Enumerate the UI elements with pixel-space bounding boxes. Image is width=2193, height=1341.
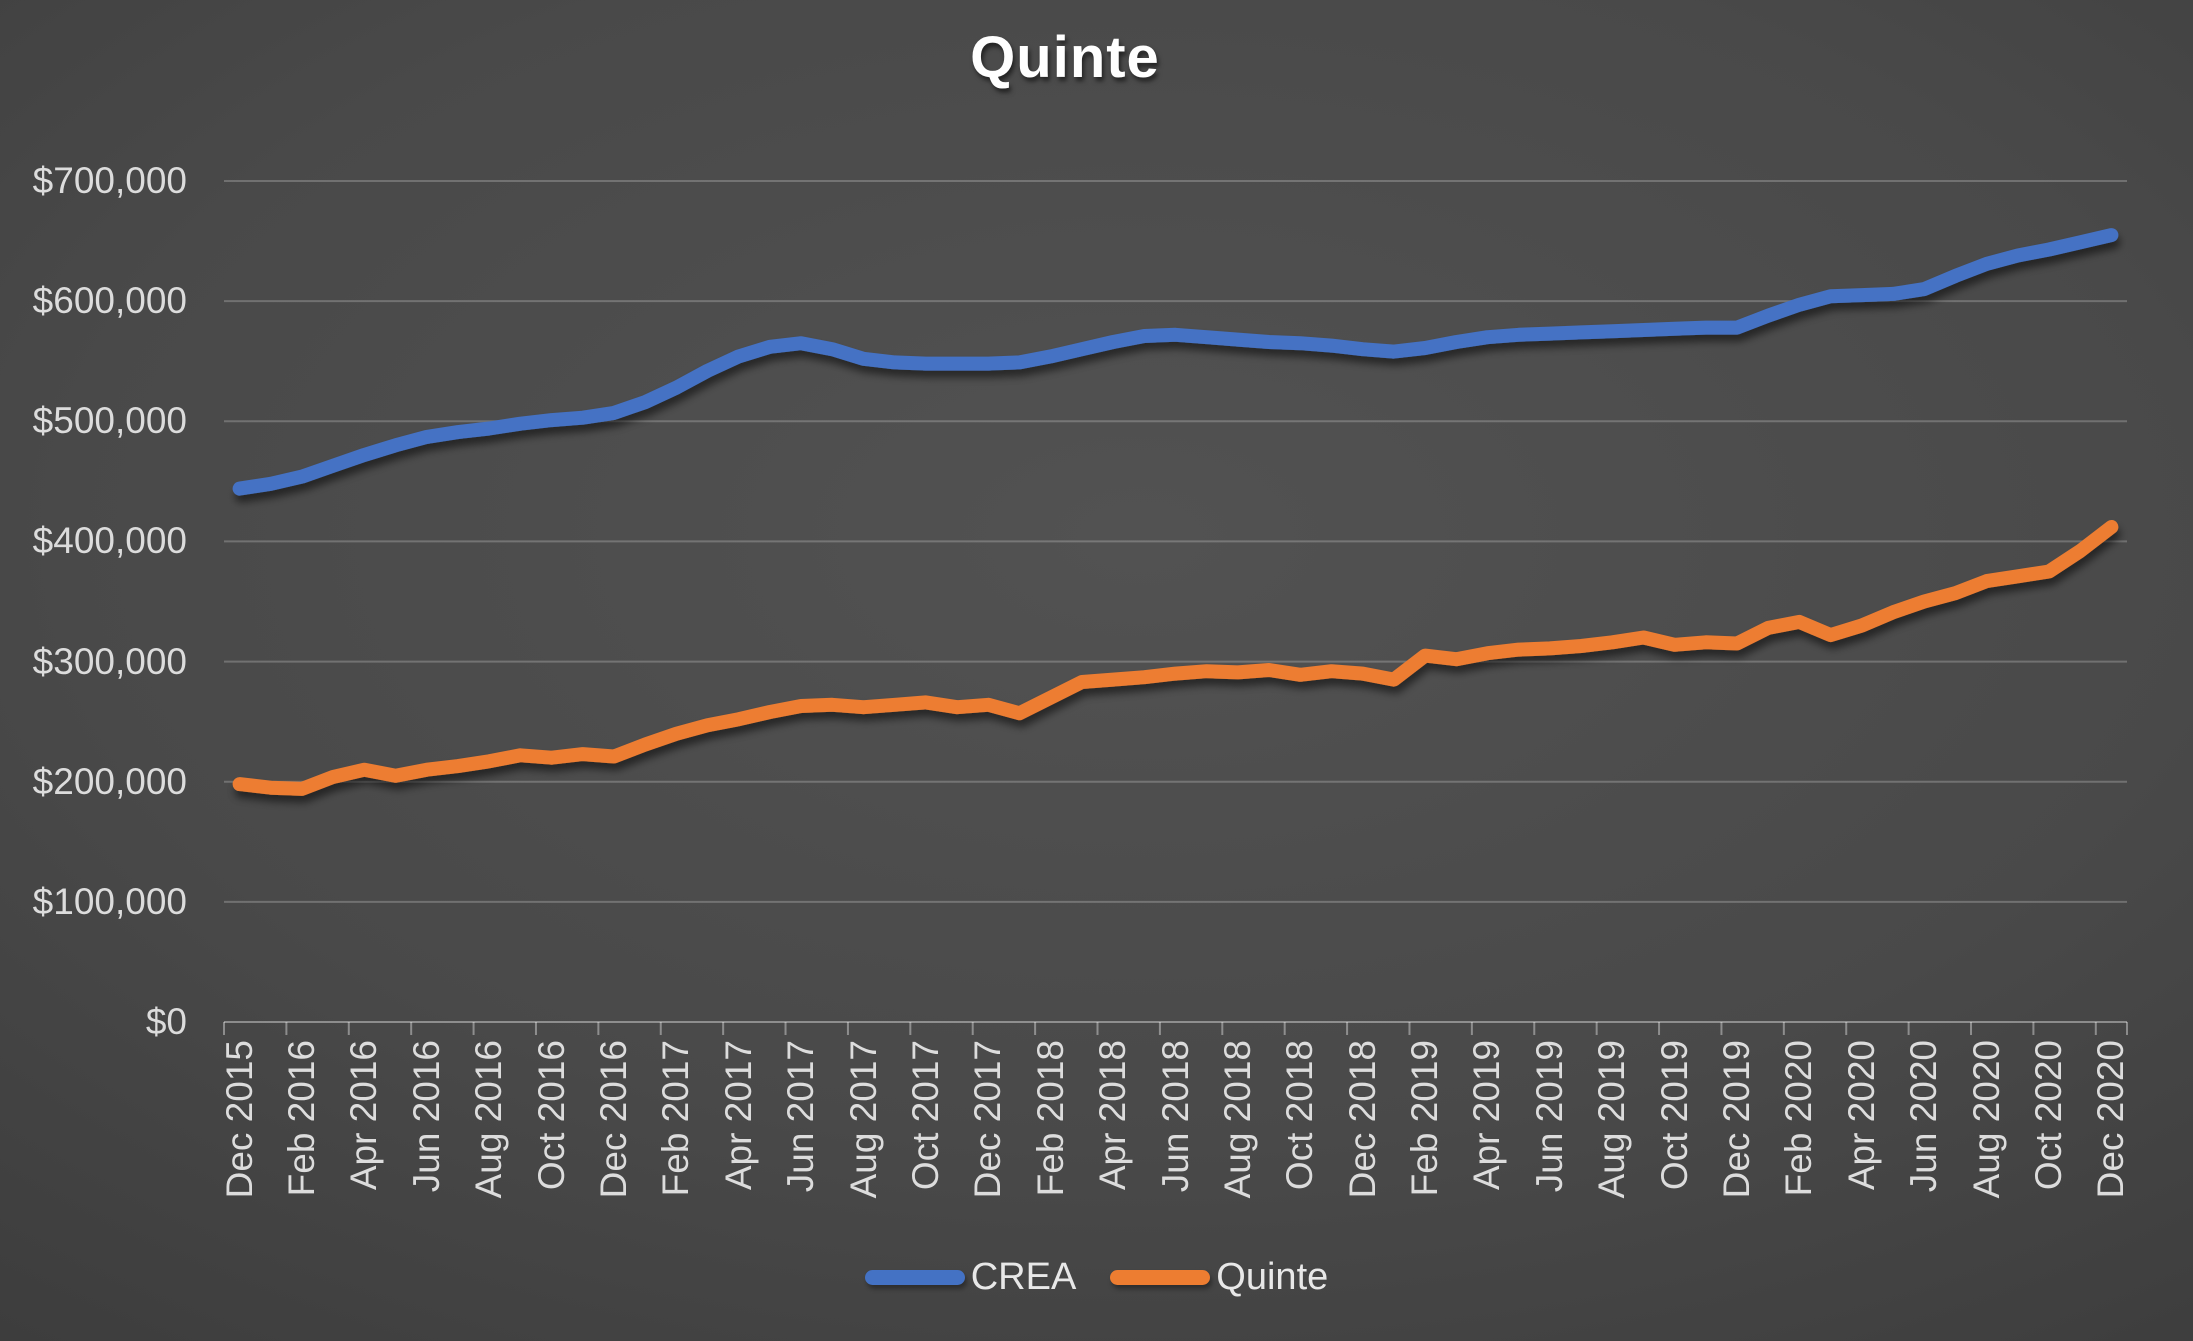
x-axis-tick-label: Jun 2016: [405, 1040, 447, 1193]
x-axis-tick-label: Apr 2019: [1466, 1040, 1508, 1191]
legend-item-crea: CREA: [864, 1256, 1077, 1299]
x-axis-tick-label: Dec 2018: [1341, 1040, 1383, 1199]
x-axis-tick-label: Apr 2018: [1092, 1040, 1134, 1191]
y-axis-tick-label: $300,000: [32, 640, 187, 682]
x-axis-tick-label: Oct 2019: [1653, 1040, 1695, 1191]
x-axis-tick-label: Oct 2020: [2028, 1040, 2069, 1191]
x-axis-tick-label: Aug 2018: [1216, 1040, 1258, 1199]
x-axis-tick-label: Aug 2017: [842, 1040, 884, 1199]
legend-label: Quinte: [1216, 1256, 1329, 1298]
x-axis-tick-label: Dec 2015: [218, 1040, 260, 1199]
legend: CREA Quinte: [0, 1256, 2193, 1299]
x-axis-tick-label: Apr 2020: [1840, 1040, 1882, 1191]
x-axis-tick-label: Oct 2016: [530, 1040, 572, 1191]
x-axis-tick-label: Jun 2017: [780, 1040, 822, 1193]
x-axis-tick-label: Oct 2018: [1279, 1040, 1321, 1191]
x-axis-tick-label: Jun 2019: [1528, 1040, 1570, 1193]
legend-item-quinte: Quinte: [1110, 1256, 1328, 1299]
legend-swatch-crea: [864, 1270, 965, 1285]
y-axis-tick-label: $700,000: [32, 160, 187, 201]
y-axis-tick-label: $200,000: [32, 760, 187, 802]
series-line-quinte: [232, 520, 2119, 796]
x-axis-tick-label: Dec 2019: [1716, 1040, 1758, 1199]
y-axis-tick-label: $400,000: [32, 520, 187, 562]
x-axis-tick-label: Aug 2020: [1965, 1040, 2007, 1199]
y-axis-tick-label: $100,000: [32, 880, 187, 922]
x-axis-tick-label: Jun 2018: [1154, 1040, 1196, 1193]
x-axis-tick-label: Aug 2016: [468, 1040, 510, 1199]
y-axis-tick-label: $600,000: [32, 280, 187, 322]
x-axis-tick-label: Feb 2016: [280, 1040, 322, 1197]
x-axis-tick-label: Dec 2016: [592, 1040, 634, 1199]
x-axis-tick-label: Apr 2017: [717, 1040, 759, 1191]
x-axis-tick-label: Feb 2017: [655, 1040, 697, 1197]
x-axis-tick-label: Feb 2019: [1404, 1040, 1446, 1197]
x-axis-tick-label: Feb 2020: [1778, 1040, 1820, 1197]
x-axis-tick-label: Jun 2020: [1903, 1040, 1945, 1193]
y-axis-tick-label: $500,000: [32, 400, 187, 442]
x-axis-tick-label: Dec 2020: [2090, 1040, 2132, 1199]
y-axis-tick-label: $0: [145, 1001, 187, 1042]
legend-swatch-quinte: [1110, 1270, 1211, 1285]
legend-label: CREA: [970, 1256, 1077, 1298]
x-axis-tick-label: Oct 2017: [904, 1040, 946, 1191]
x-axis-tick-label: Dec 2017: [967, 1040, 1009, 1199]
x-axis-tick-label: Feb 2018: [1029, 1040, 1071, 1197]
chart-title: Quinte: [970, 25, 1160, 90]
x-axis-tick-label: Apr 2016: [343, 1040, 385, 1191]
series-line-crea: [232, 228, 2119, 496]
x-axis-tick-label: Aug 2019: [1591, 1040, 1633, 1199]
